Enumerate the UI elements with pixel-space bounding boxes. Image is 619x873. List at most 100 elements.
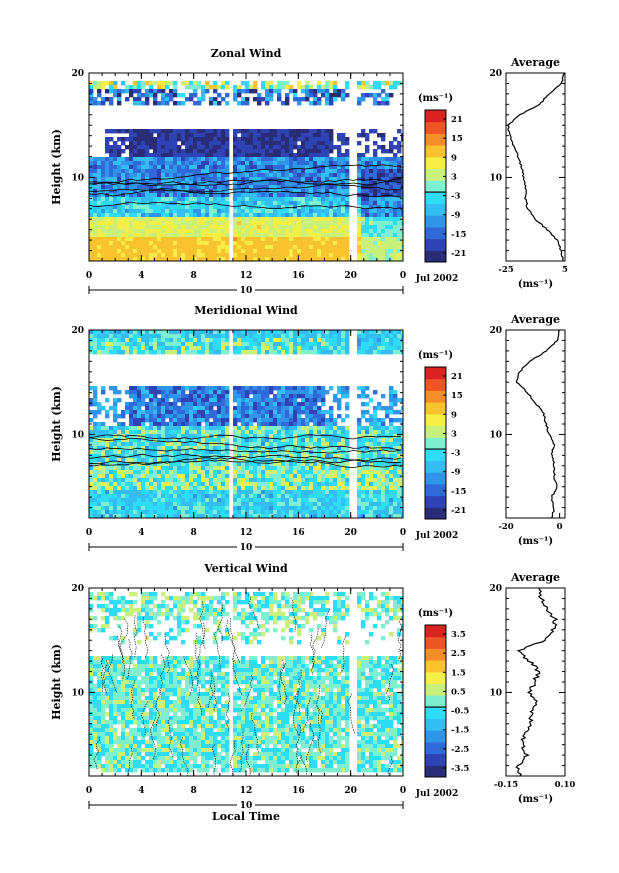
profile-x-tick-label: 0 bbox=[557, 522, 563, 532]
x-tick-label: 16 bbox=[292, 786, 305, 796]
panel-1: Zonal Wind 0 4 8 12 16 20 0 20 10 Height (km) 10 Jul… bbox=[50, 47, 568, 296]
x-tick-label: 0 bbox=[86, 271, 92, 281]
profile-x-tick-label: -25 bbox=[498, 265, 513, 275]
x-tick-label: 0 bbox=[400, 528, 406, 538]
colorbar-swatch bbox=[425, 765, 446, 778]
colorbar-swatch bbox=[425, 215, 446, 228]
profile-x-tick-label: -20 bbox=[498, 522, 513, 532]
profile-frame bbox=[505, 587, 566, 777]
colorbar-swatch bbox=[425, 636, 446, 649]
colorbar-tick-label: 0.5 bbox=[451, 687, 466, 697]
colorbar-swatch bbox=[425, 390, 446, 403]
profile-x-tick-label: 0.10 bbox=[555, 780, 576, 790]
date-day: 10 bbox=[240, 543, 253, 553]
profile-y-tick-label: 10 bbox=[489, 688, 502, 698]
colorbar-swatch bbox=[425, 741, 446, 755]
colorbar-unit: (ms⁻¹) bbox=[418, 93, 453, 104]
colorbar-swatch bbox=[425, 121, 446, 134]
colorbar-swatch bbox=[425, 203, 446, 216]
y-tick-label: 10 bbox=[71, 173, 84, 183]
profile-title: Average bbox=[510, 571, 560, 584]
colorbar-tick-label: 3 bbox=[451, 172, 457, 182]
y-tick-label: 10 bbox=[71, 688, 84, 698]
colorbar-unit: (ms⁻¹) bbox=[418, 350, 453, 361]
colorbar-tick-label: -9 bbox=[451, 211, 461, 221]
colorbar-swatch bbox=[425, 706, 446, 720]
colorbar-swatch bbox=[425, 448, 446, 462]
colorbar: (ms⁻¹) 21 15 9 3 -3 -9 -15 -21 bbox=[418, 350, 466, 520]
date-day: 10 bbox=[240, 286, 253, 296]
colorbar-tick-label: 9 bbox=[451, 410, 457, 420]
profile-line bbox=[515, 587, 559, 777]
colorbar-swatch bbox=[425, 378, 446, 391]
profile-y-tick-label: 10 bbox=[489, 173, 502, 183]
panel-title: Meridional Wind bbox=[194, 304, 298, 317]
colorbar-swatch bbox=[425, 753, 446, 766]
average-profile: Average 20 10 -20 0 (ms⁻¹) bbox=[489, 313, 566, 547]
x-tick-label: 4 bbox=[138, 528, 144, 538]
panel-3: Vertical Wind 0 4 8 12 16 20 0 20 10 Height (km) 10… bbox=[50, 562, 575, 823]
average-profile: Average 20 10 -0.15 0.10(ms⁻¹) bbox=[489, 571, 575, 805]
x-tick-label: 8 bbox=[191, 271, 197, 281]
profile-x-tick-label: -0.15 bbox=[494, 780, 518, 790]
x-tick-label: 0 bbox=[86, 528, 92, 538]
colorbar: (ms⁻¹) 3.5 2.5 1.5 0.5 -0.5 -1.5 -2.5 -3.5 bbox=[418, 608, 469, 778]
colorbar-tick-label: -3.5 bbox=[451, 764, 469, 774]
colorbar-swatch bbox=[425, 683, 446, 696]
colorbar-tick-label: -0.5 bbox=[451, 707, 469, 717]
colorbar-swatch bbox=[425, 180, 446, 193]
colorbar-tick-label: -3 bbox=[451, 192, 461, 202]
date-strip: 10 bbox=[88, 285, 404, 296]
x-tick-label: 20 bbox=[344, 786, 357, 796]
colorbar-swatch bbox=[425, 625, 446, 638]
colorbar-tick-label: 2.5 bbox=[451, 649, 466, 659]
x-tick-label: 16 bbox=[292, 271, 305, 281]
y-tick-label: 20 bbox=[71, 69, 84, 79]
colorbar-unit: (ms⁻¹) bbox=[418, 608, 453, 619]
date-strip: 10 bbox=[88, 800, 404, 811]
x-axis: 0 4 8 12 16 20 0 bbox=[86, 73, 406, 281]
x-axis-label: Local Time bbox=[212, 810, 280, 823]
profile-frame bbox=[505, 72, 566, 262]
colorbar-swatch bbox=[425, 226, 446, 240]
profile-line bbox=[506, 72, 566, 261]
colorbar-swatch bbox=[425, 507, 446, 520]
x-tick-label: 12 bbox=[240, 271, 253, 281]
colorbar-tick-label: 21 bbox=[451, 115, 463, 125]
profile-title: Average bbox=[510, 313, 560, 326]
profile-y-tick-label: 20 bbox=[489, 584, 502, 594]
panel-title: Vertical Wind bbox=[203, 562, 288, 575]
colorbar-swatch bbox=[425, 425, 446, 438]
colorbar-tick-label: -2.5 bbox=[451, 745, 469, 755]
y-tick-label: 10 bbox=[71, 430, 84, 440]
colorbar-tick-label: -1.5 bbox=[451, 726, 469, 736]
colorbar-tick-label: -21 bbox=[451, 506, 466, 516]
profile-y-tick-label: 20 bbox=[489, 69, 502, 79]
profile-title: Average bbox=[510, 56, 560, 69]
profile-x-tick-label: 5 bbox=[562, 265, 568, 275]
colorbar-swatch bbox=[425, 437, 446, 450]
x-tick-label: 16 bbox=[292, 528, 305, 538]
colorbar-swatch bbox=[425, 730, 446, 743]
colorbar-swatch bbox=[425, 238, 446, 251]
date-day: 10 bbox=[240, 801, 253, 811]
profile-y-tick-label: 20 bbox=[489, 326, 502, 336]
profile-x-label: (ms⁻¹) bbox=[518, 536, 553, 547]
profile-x-label: (ms⁻¹) bbox=[518, 794, 553, 805]
colorbar-swatch bbox=[425, 413, 446, 426]
colorbar-swatch bbox=[425, 168, 446, 181]
heatmap-field bbox=[89, 592, 403, 776]
panel-2: Meridional Wind 0 4 8 12 16 20 0 20 10 Height (km)… bbox=[50, 304, 566, 553]
colorbar-tick-label: -9 bbox=[451, 468, 461, 478]
colorbar-swatch bbox=[425, 660, 446, 673]
colorbar-swatch bbox=[425, 695, 446, 708]
colorbar-swatch bbox=[425, 110, 446, 123]
x-tick-label: 0 bbox=[400, 271, 406, 281]
x-tick-label: 20 bbox=[344, 528, 357, 538]
x-tick-label: 8 bbox=[191, 528, 197, 538]
colorbar-swatch bbox=[425, 460, 446, 473]
y-axis-label: Height (km) bbox=[50, 129, 63, 205]
colorbar-swatch bbox=[425, 648, 446, 661]
heatmap-field bbox=[89, 330, 403, 518]
